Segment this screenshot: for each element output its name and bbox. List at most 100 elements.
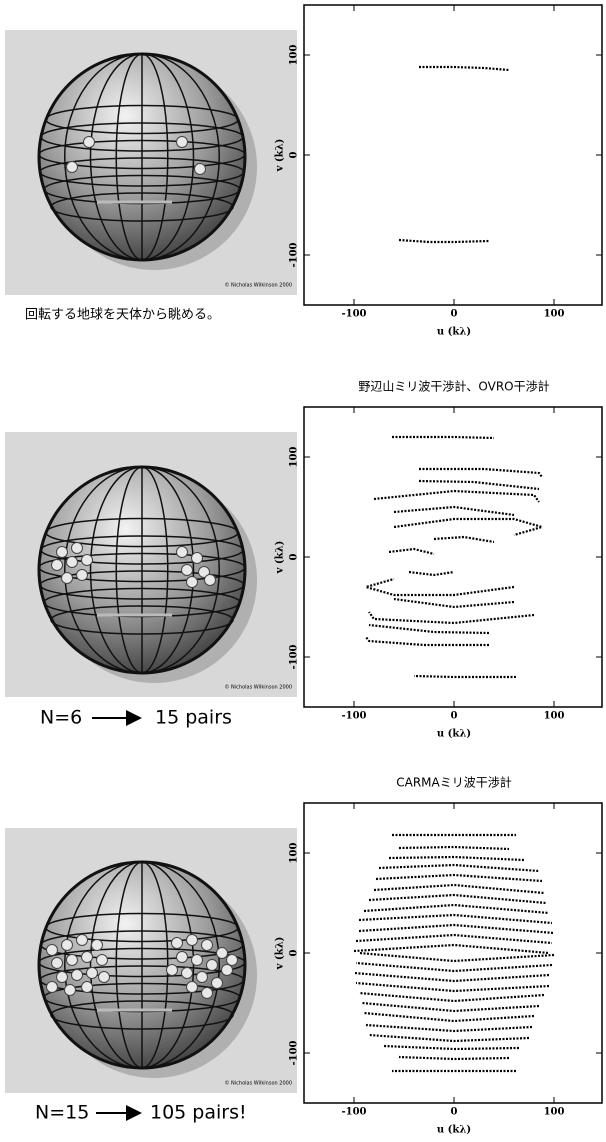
antenna	[52, 560, 63, 571]
pair-count: 15 pairs	[155, 707, 232, 729]
antenna	[212, 978, 223, 989]
page: 回転する地球を天体から眺める。 N=6 15 pairs N=15 105 pa…	[0, 0, 606, 1142]
antenna	[47, 945, 58, 956]
antenna	[205, 575, 216, 586]
antenna	[207, 960, 218, 971]
antenna	[192, 553, 203, 564]
uv-track	[419, 67, 509, 70]
uv-track	[394, 519, 542, 535]
antenna	[177, 547, 188, 558]
antenna	[57, 972, 68, 983]
antenna	[182, 565, 193, 576]
y-tick-label: 0	[289, 553, 300, 560]
uv-track	[366, 579, 514, 595]
antenna	[62, 573, 73, 584]
x-tick-label: 100	[544, 1107, 565, 1118]
antenna	[92, 940, 103, 951]
antenna	[197, 972, 208, 983]
uv-track	[369, 612, 534, 623]
uv-track	[409, 572, 454, 575]
antenna	[72, 543, 83, 554]
chart-title: 野辺山ミリ波干渉計、OVRO干渉計	[358, 379, 549, 394]
antenna	[227, 955, 238, 966]
uv-track	[359, 993, 544, 1001]
y-tick-label: -100	[289, 242, 300, 267]
y-tick-label: -100	[289, 1040, 300, 1065]
uv-track	[359, 953, 554, 961]
plot-frame	[304, 407, 602, 707]
antenna	[99, 972, 110, 983]
antenna	[167, 965, 178, 976]
uv-track	[414, 676, 516, 677]
antenna	[172, 938, 183, 949]
antenna	[177, 952, 188, 963]
uv-track	[362, 1003, 539, 1011]
x-tick-label: 100	[544, 711, 565, 722]
y-axis-label: v (kλ)	[275, 139, 286, 173]
antenna	[67, 162, 78, 173]
uv-track	[374, 885, 544, 893]
uv-track	[376, 875, 542, 881]
uv-track	[366, 1025, 532, 1031]
uv-track	[366, 637, 489, 645]
x-tick-label: 0	[451, 711, 458, 722]
x-tick-label: 0	[451, 1107, 458, 1118]
antenna	[182, 968, 193, 979]
y-axis-label: v (kλ)	[275, 937, 286, 971]
uv-track	[394, 507, 514, 515]
x-axis-label: u (kλ)	[437, 327, 471, 338]
uv-track	[399, 1057, 509, 1059]
antenna-count: N=6	[40, 707, 82, 729]
antenna	[187, 577, 198, 588]
antenna	[187, 935, 198, 946]
x-axis-label: u (kλ)	[437, 1125, 471, 1136]
antenna	[52, 958, 63, 969]
uv-track	[369, 625, 489, 633]
uv-track	[434, 537, 494, 542]
uv-track	[364, 1013, 534, 1021]
antenna	[222, 965, 233, 976]
y-tick-label: 100	[289, 447, 300, 468]
x-tick-label: 100	[544, 309, 565, 320]
uv-track	[419, 481, 539, 489]
credit: © Nicholas Wilkinson 2000	[224, 1080, 292, 1087]
antenna	[202, 988, 213, 999]
credit: © Nicholas Wilkinson 2000	[224, 684, 292, 691]
y-tick-label: -100	[289, 644, 300, 669]
caption: 回転する地球を天体から眺める。	[25, 308, 220, 323]
antenna	[217, 948, 228, 959]
antenna	[62, 940, 73, 951]
uv-track	[374, 491, 539, 502]
antenna	[97, 955, 108, 966]
antenna	[202, 940, 213, 951]
uv-track	[419, 469, 542, 477]
y-axis-label: v (kλ)	[275, 541, 286, 575]
uv-track	[369, 1035, 529, 1041]
antenna	[77, 570, 88, 581]
uv-track	[364, 905, 549, 913]
x-axis-label: u (kλ)	[437, 729, 471, 740]
antenna	[65, 985, 76, 996]
antenna	[84, 137, 95, 148]
antenna	[192, 955, 203, 966]
antenna	[177, 137, 188, 148]
antenna	[82, 982, 93, 993]
uv-track	[389, 857, 524, 860]
antenna	[77, 935, 88, 946]
antenna	[67, 557, 78, 568]
uv-track	[394, 599, 514, 607]
antenna	[82, 952, 93, 963]
antenna	[47, 982, 58, 993]
antenna	[67, 955, 78, 966]
x-tick-label: 0	[451, 309, 458, 320]
x-tick-label: -100	[341, 309, 366, 320]
x-tick-label: -100	[341, 711, 366, 722]
credit: © Nicholas Wilkinson 2000	[224, 282, 292, 289]
y-tick-label: 100	[289, 843, 300, 864]
y-tick-label: 0	[289, 949, 300, 956]
y-tick-label: 0	[289, 151, 300, 158]
x-tick-label: -100	[341, 1107, 366, 1118]
uv-track	[354, 973, 549, 981]
uv-track	[379, 865, 539, 871]
uv-track	[389, 549, 434, 554]
